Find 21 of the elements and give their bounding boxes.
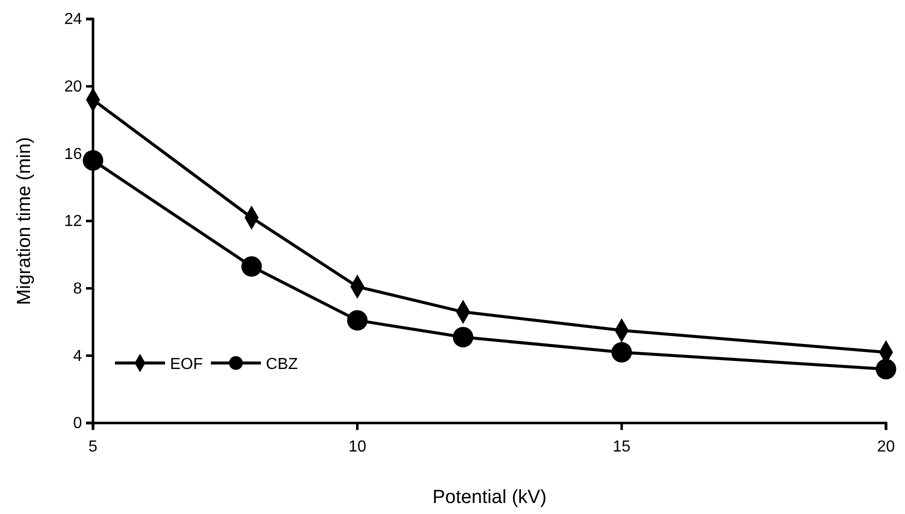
- x-axis-title: Potential (kV): [432, 487, 547, 508]
- y-tick-label: 16: [64, 146, 82, 163]
- x-tick-label: 20: [877, 438, 895, 456]
- point: [241, 256, 262, 277]
- point: [611, 342, 632, 363]
- y-axis-title: Migration time (min): [14, 137, 35, 305]
- x-tick-label: 15: [612, 438, 631, 456]
- legend-label: CBZ: [266, 356, 298, 373]
- point: [452, 326, 474, 348]
- y-tick-label: 4: [73, 348, 82, 365]
- point: [347, 310, 368, 331]
- y-tick-label: 20: [64, 78, 82, 96]
- y-tick-label: 24: [64, 11, 82, 28]
- point: [82, 150, 104, 171]
- y-tick-label: 0: [73, 415, 82, 432]
- x-tick-label: 10: [348, 438, 366, 456]
- y-tick-label: 12: [64, 213, 82, 230]
- point: [876, 358, 896, 380]
- y-tick-label: 8: [73, 280, 82, 298]
- x-tick-label: 5: [88, 438, 98, 456]
- legend-label: EOF: [170, 356, 204, 373]
